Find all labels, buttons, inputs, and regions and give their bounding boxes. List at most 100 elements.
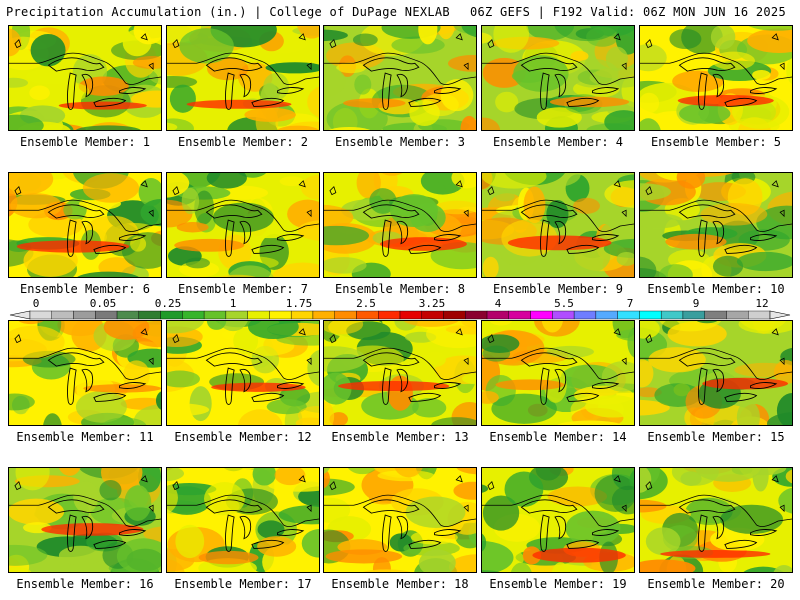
precip-contour-blob bbox=[99, 479, 122, 501]
map-outline-lakes bbox=[47, 352, 147, 405]
precip-contour-blob bbox=[9, 544, 48, 566]
precip-contour-blob bbox=[369, 188, 397, 214]
map-outline-lakes bbox=[362, 204, 462, 257]
map-outline-coast bbox=[172, 328, 312, 366]
precip-field-map bbox=[167, 26, 319, 130]
precip-contour-blob bbox=[679, 103, 731, 124]
heavy-precip-band bbox=[58, 101, 147, 110]
colorbar-swatch bbox=[182, 310, 205, 320]
ensemble-member-panel bbox=[8, 25, 162, 131]
ensemble-member-panel bbox=[8, 467, 162, 573]
ensemble-member-panel bbox=[166, 467, 320, 573]
colorbar-tick-label: 3.25 bbox=[418, 297, 446, 310]
precip-contour-blob bbox=[257, 520, 285, 539]
map-outline-border bbox=[167, 494, 319, 527]
precip-contour-blob bbox=[167, 122, 178, 130]
precip-contour-blob bbox=[391, 36, 445, 54]
map-outline-lakes bbox=[362, 499, 462, 552]
heavy-precip-band bbox=[549, 96, 630, 108]
precip-contour-blob bbox=[482, 484, 489, 493]
colorbar-swatch bbox=[639, 310, 662, 320]
precip-field-map bbox=[167, 468, 319, 572]
colorbar-swatch bbox=[530, 310, 553, 320]
map-outline-border bbox=[9, 494, 161, 527]
precip-contour-blob bbox=[482, 32, 492, 44]
precip-contour-blob bbox=[324, 468, 330, 489]
precip-contour-blob bbox=[257, 536, 297, 557]
colorbar-swatch bbox=[617, 310, 640, 320]
precip-contour-blob bbox=[659, 321, 722, 332]
precip-contour-blob bbox=[482, 570, 500, 572]
precip-contour-blob bbox=[554, 26, 620, 42]
colorbar-swatch bbox=[29, 310, 52, 320]
colorbar-swatch bbox=[378, 310, 401, 320]
precip-contour-blob bbox=[324, 225, 369, 246]
precip-contour-blob bbox=[436, 26, 456, 40]
precip-contour-blob bbox=[546, 345, 595, 358]
map-outline-coast bbox=[14, 180, 154, 218]
precip-field-map bbox=[482, 173, 634, 277]
precip-contour-blob bbox=[206, 173, 247, 189]
precip-contour-blob bbox=[747, 28, 792, 53]
ensemble-member-panel bbox=[481, 25, 635, 131]
colorbar-swatch bbox=[573, 310, 597, 320]
heavy-precip-band bbox=[174, 238, 245, 252]
colorbar-swatch bbox=[95, 310, 118, 320]
precip-contour-blob bbox=[616, 329, 634, 342]
map-outline-border bbox=[482, 347, 634, 380]
precip-contour-blob bbox=[767, 412, 792, 425]
precip-contour-blob bbox=[736, 251, 792, 272]
map-outline-lakes bbox=[205, 57, 305, 110]
precip-contour-blob bbox=[640, 559, 696, 572]
precip-contour-blob bbox=[434, 200, 476, 215]
ensemble-member-label: Ensemble Member: 15 bbox=[647, 430, 785, 444]
ensemble-member-panel bbox=[639, 320, 793, 426]
colorbar-swatch bbox=[726, 310, 749, 320]
colorbar-tick-label: 1.75 bbox=[285, 297, 313, 310]
precip-contour-blob bbox=[15, 468, 50, 491]
map-outline-lakes bbox=[47, 204, 147, 257]
precip-contour-blob bbox=[482, 173, 547, 189]
precip-contour-blob bbox=[460, 115, 476, 130]
map-outline-lakes bbox=[362, 352, 462, 405]
colorbar-swatch bbox=[247, 310, 270, 320]
precip-field-map bbox=[482, 26, 634, 130]
precip-contour-blob bbox=[41, 81, 90, 103]
precip-contour-blob bbox=[189, 386, 212, 422]
precip-contour-blob bbox=[424, 351, 446, 367]
map-outline-lakes bbox=[205, 499, 305, 552]
ensemble-member-panel bbox=[639, 172, 793, 278]
precip-field-map bbox=[482, 321, 634, 425]
precip-contour-blob bbox=[219, 274, 256, 277]
ensemble-member-panel bbox=[166, 25, 320, 131]
colorbar-tick-label: 2.5 bbox=[356, 297, 376, 310]
heavy-precip-band bbox=[16, 240, 130, 253]
precip-contour-blob bbox=[640, 183, 671, 201]
precip-contour-blob bbox=[324, 257, 367, 274]
precip-contour-blob bbox=[155, 391, 161, 410]
ensemble-member-label: Ensemble Member: 1 bbox=[19, 135, 151, 149]
precip-contour-blob bbox=[244, 107, 296, 122]
precip-contour-blob bbox=[30, 34, 66, 67]
precip-contour-blob bbox=[536, 107, 582, 128]
precip-contour-blob bbox=[410, 530, 458, 545]
precip-contour-blob bbox=[24, 401, 80, 425]
precip-contour-blob bbox=[233, 327, 259, 355]
precip-contour-blob bbox=[387, 375, 413, 411]
precip-field-map bbox=[324, 26, 476, 130]
precip-contour-blob bbox=[274, 468, 306, 486]
colorbar-swatch bbox=[443, 310, 466, 320]
map-outline-coast bbox=[329, 475, 469, 513]
precip-contour-blob bbox=[347, 468, 378, 475]
precip-contour-blob bbox=[324, 29, 348, 42]
precip-contour-blob bbox=[324, 497, 351, 523]
precip-contour-blob bbox=[175, 524, 205, 559]
precip-field-map bbox=[9, 173, 161, 277]
precip-contour-blob bbox=[453, 481, 476, 500]
map-outline-coast bbox=[14, 33, 154, 71]
precip-contour-blob bbox=[676, 173, 706, 189]
map-outline-coast bbox=[645, 328, 785, 366]
precip-contour-blob bbox=[169, 84, 196, 113]
precip-contour-blob bbox=[565, 510, 621, 547]
colorbar-swatch bbox=[51, 310, 74, 320]
